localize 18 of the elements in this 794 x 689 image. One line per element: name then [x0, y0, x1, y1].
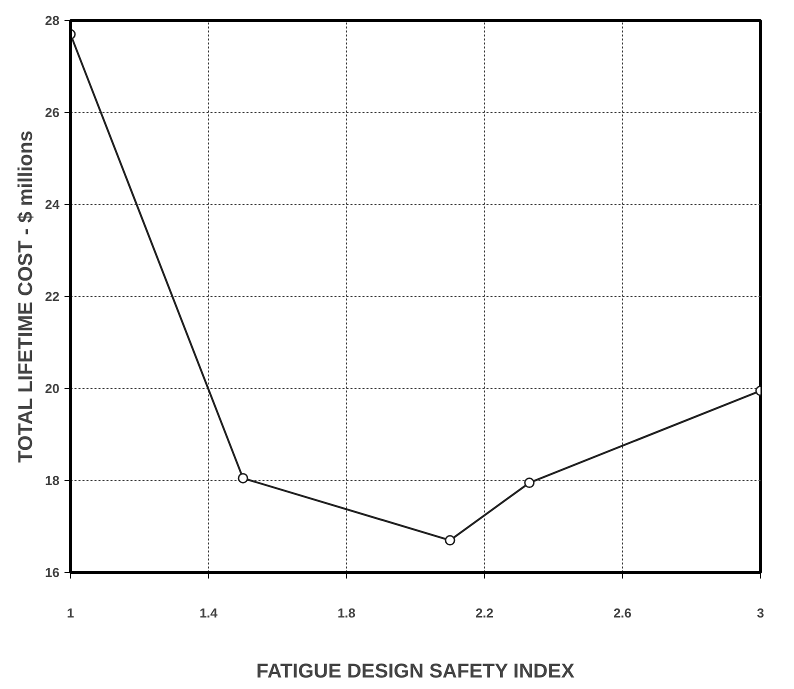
y-tick-label: 28 — [45, 13, 60, 28]
y-tick-label: 26 — [45, 105, 60, 120]
x-tick-label: 3 — [756, 606, 764, 620]
y-tick-label: 20 — [45, 381, 60, 396]
x-tick-label: 2.2 — [475, 606, 494, 620]
point — [444, 535, 456, 546]
y-axis-title: TOTAL LIFETIME COST - $ millions — [15, 130, 38, 463]
x-tick-label: 1.4 — [199, 606, 218, 620]
x-axis-title: FATIGUE DESIGN SAFETY INDEX — [256, 660, 576, 682]
y-tick-label: 16 — [45, 565, 60, 580]
x-tick-label: 1.8 — [337, 606, 356, 620]
x-tick-label: 1 — [66, 606, 74, 620]
point — [238, 472, 248, 484]
x-tick-label: 2.6 — [613, 606, 632, 620]
y-tick-label: 22 — [45, 289, 60, 304]
y-tick-label: 24 — [45, 197, 60, 212]
point — [524, 478, 535, 488]
y-tick-label: 18 — [45, 473, 60, 488]
